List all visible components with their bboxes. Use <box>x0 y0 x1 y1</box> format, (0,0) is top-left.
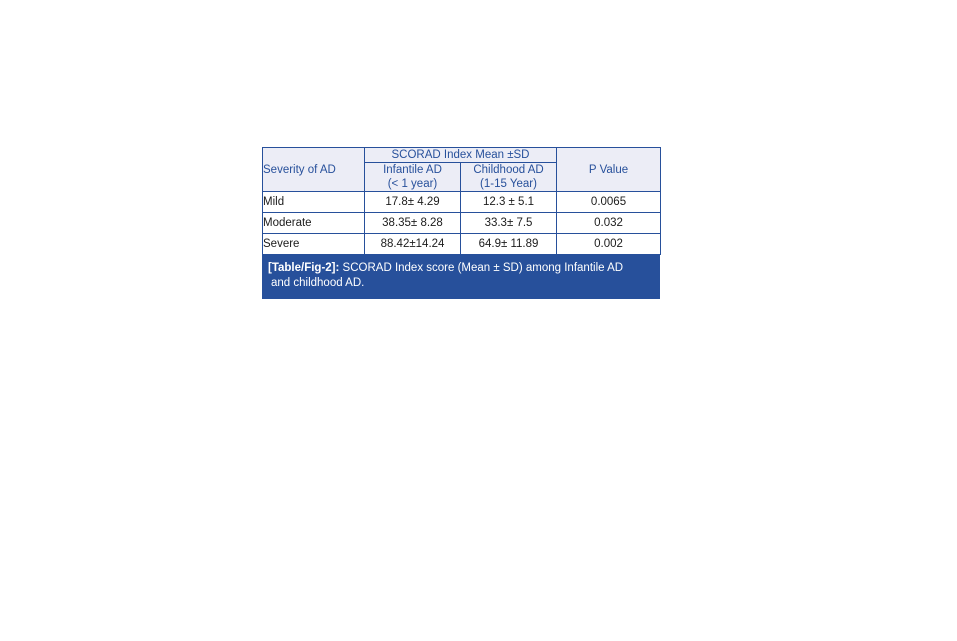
column-header-childhood-ad-line1: Childhood AD <box>473 164 544 176</box>
cell-severity: Moderate <box>262 212 365 234</box>
column-header-infantile-ad: Infantile AD (< 1 year) <box>364 162 461 192</box>
scorad-index-table: Severity of AD SCORAD Index Mean ±SD P V… <box>262 147 662 255</box>
figure-caption: [Table/Fig-2]: SCORAD Index score (Mean … <box>262 255 660 299</box>
column-header-severity: Severity of AD <box>262 147 365 192</box>
figure-caption-label: [Table/Fig-2]: <box>268 262 340 274</box>
table-row: Mild 17.8± 4.29 12.3 ± 5.1 0.0065 <box>262 191 662 213</box>
cell-infantile: 17.8± 4.29 <box>364 191 461 213</box>
column-header-scorad-group: SCORAD Index Mean ±SD <box>363 147 558 163</box>
cell-childhood: 12.3 ± 5.1 <box>459 191 558 213</box>
figure-container: Severity of AD SCORAD Index Mean ±SD P V… <box>262 147 662 299</box>
cell-p-value: 0.0065 <box>556 191 662 213</box>
cell-childhood: 64.9± 11.89 <box>459 233 558 255</box>
figure-caption-text: SCORAD Index score (Mean ± SD) among Inf… <box>342 262 624 274</box>
cell-infantile: 88.42±14.24 <box>364 233 461 255</box>
table-row: Moderate 38.35± 8.28 33.3± 7.5 0.032 <box>262 212 662 234</box>
figure-caption-line2: and childhood AD. <box>271 276 365 289</box>
column-header-childhood-ad-line2: (1-15 Year) <box>480 178 537 190</box>
column-header-p-value: P Value <box>556 147 662 192</box>
column-header-infantile-ad-line1: Infantile AD <box>383 164 442 176</box>
table-header-row-1: Severity of AD SCORAD Index Mean ±SD P V… <box>262 147 662 192</box>
cell-p-value: 0.002 <box>556 233 662 255</box>
column-header-childhood-ad: Childhood AD (1-15 Year) <box>459 162 558 192</box>
column-header-infantile-ad-line2: (< 1 year) <box>387 178 438 190</box>
cell-p-value: 0.032 <box>556 212 662 234</box>
table-header-row-2: Infantile AD (< 1 year) Childhood AD (1-… <box>263 162 661 192</box>
cell-infantile: 38.35± 8.28 <box>364 212 461 234</box>
cell-severity: Severe <box>262 233 365 255</box>
table-row: Severe 88.42±14.24 64.9± 11.89 0.002 <box>262 233 662 255</box>
cell-childhood: 33.3± 7.5 <box>459 212 558 234</box>
cell-severity: Mild <box>262 191 365 213</box>
